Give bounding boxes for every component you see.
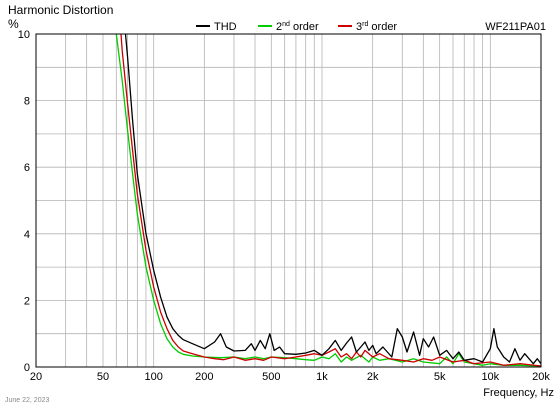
legend-label-2nd-order: 2nd order xyxy=(276,21,319,33)
chart-title: Harmonic Distortion xyxy=(8,3,113,17)
x-tick-label: 5k xyxy=(434,371,446,383)
x-tick-label: 1k xyxy=(316,371,328,383)
x-tick-label: 10k xyxy=(481,371,499,383)
x-tick-label: 200 xyxy=(195,371,213,383)
legend: THD 2nd order 3rd order xyxy=(196,21,397,33)
x-tick-labels: 20 50 100 200 500 1k 2k 5k 10k 20k xyxy=(30,371,550,383)
series-line-thd xyxy=(124,34,541,365)
series-line-2nd-order xyxy=(115,34,541,367)
x-axis-label: Frequency, Hz xyxy=(483,387,554,399)
series-lines xyxy=(115,34,541,367)
model-label: WF211PA01 xyxy=(485,21,546,33)
x-tick-label: 500 xyxy=(262,371,280,383)
x-tick-label: 20 xyxy=(30,371,42,383)
x-tick-label: 50 xyxy=(97,371,109,383)
legend-label-thd: THD xyxy=(214,21,237,33)
x-tick-label: 20k xyxy=(532,371,550,383)
y-tick-label: 4 xyxy=(24,229,30,241)
x-tick-label: 100 xyxy=(144,371,162,383)
series-line-3rd-order xyxy=(120,34,541,367)
plot-frame xyxy=(35,33,542,368)
y-tick-label: 8 xyxy=(24,96,30,108)
y-tick-label: 6 xyxy=(24,162,30,174)
date-label: June 22, 2023 xyxy=(5,397,49,404)
y-tick-label: 10 xyxy=(18,29,30,41)
x-tick-label: 2k xyxy=(367,371,379,383)
y-tick-label: 0 xyxy=(24,362,30,374)
legend-label-3rd-order: 3rd order xyxy=(356,21,397,33)
y-tick-labels: 0 2 4 6 8 10 xyxy=(18,29,30,374)
grid-lines xyxy=(36,34,541,367)
y-tick-label: 2 xyxy=(24,295,30,307)
y-axis-label: % xyxy=(8,17,19,31)
